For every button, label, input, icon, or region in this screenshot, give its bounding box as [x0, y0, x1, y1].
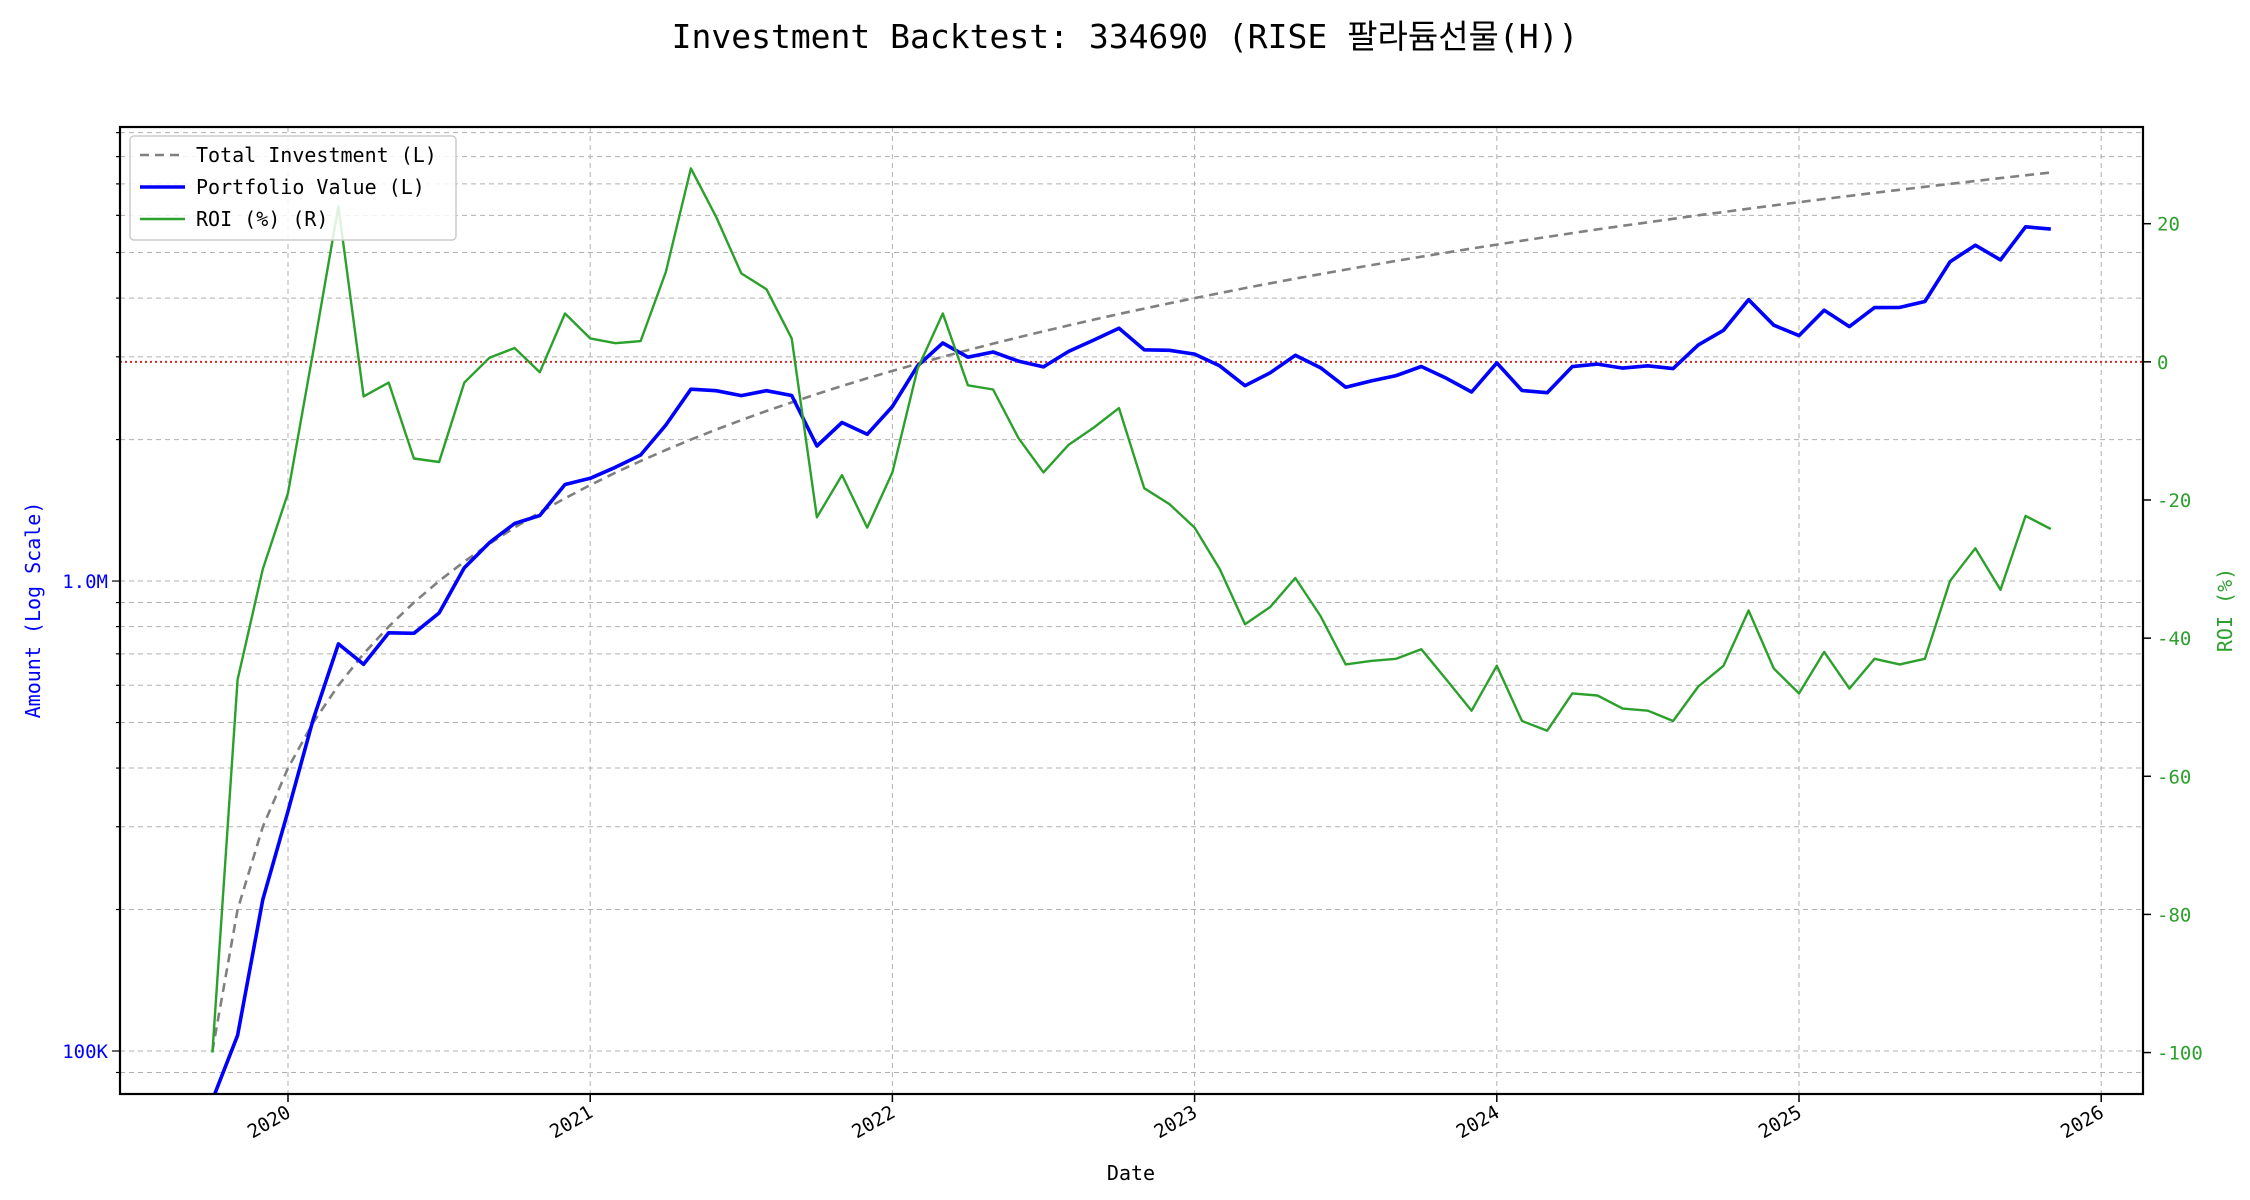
legend-entry-label: Total Investment (L)	[196, 143, 437, 167]
legend: Total Investment (L) Portfolio Value (L) R…	[129, 135, 457, 241]
right-y-tick-label: -40	[2157, 628, 2191, 650]
x-tick-label: 2021	[546, 1101, 597, 1143]
legend-entry-label: Portfolio Value (L)	[196, 175, 425, 199]
ticks: 2020 2021 2022 2023 2024 2025 2026 100K 1.0M 20 0 -…	[62, 131, 2203, 1143]
legend-entry-label: ROI (%) (R)	[196, 207, 328, 231]
right-y-tick-label: 0	[2157, 352, 2168, 374]
series-line-total-investment-l	[211, 171, 2051, 1052]
plot-area	[120, 167, 2143, 1094]
right-y-tick-label: -60	[2157, 766, 2191, 788]
x-tick-label: 2026	[2057, 1101, 2108, 1143]
x-tick-label: 2022	[848, 1101, 899, 1143]
right-y-tick-label: -80	[2157, 904, 2191, 926]
axes-frame	[118, 125, 2145, 1096]
right-y-tick-label: -20	[2157, 490, 2191, 512]
left-y-axis-label: Amount (Log Scale)	[21, 502, 45, 719]
x-tick-label: 2025	[1755, 1101, 1806, 1143]
x-tick-label: 2023	[1150, 1101, 1201, 1143]
left-y-tick-label: 1.0M	[62, 571, 108, 593]
series-line-portfolio-value-l	[212, 225, 2051, 1094]
legend-box	[129, 135, 457, 241]
left-y-tick-label: 100K	[62, 1041, 108, 1063]
x-axis-label: Date	[1107, 1161, 1155, 1185]
x-tick-label: 2020	[244, 1101, 295, 1143]
grid	[120, 127, 2143, 1094]
chart-title: Investment Backtest: 334690 (RISE 팔라듐선물(…	[672, 17, 1579, 56]
series-line-roi-r	[211, 167, 2052, 1053]
x-tick-label: 2024	[1453, 1101, 1504, 1143]
right-y-axis-label: ROI (%)	[2213, 568, 2237, 652]
right-y-tick-label: 20	[2157, 214, 2180, 236]
right-y-tick-label: -100	[2157, 1043, 2203, 1065]
